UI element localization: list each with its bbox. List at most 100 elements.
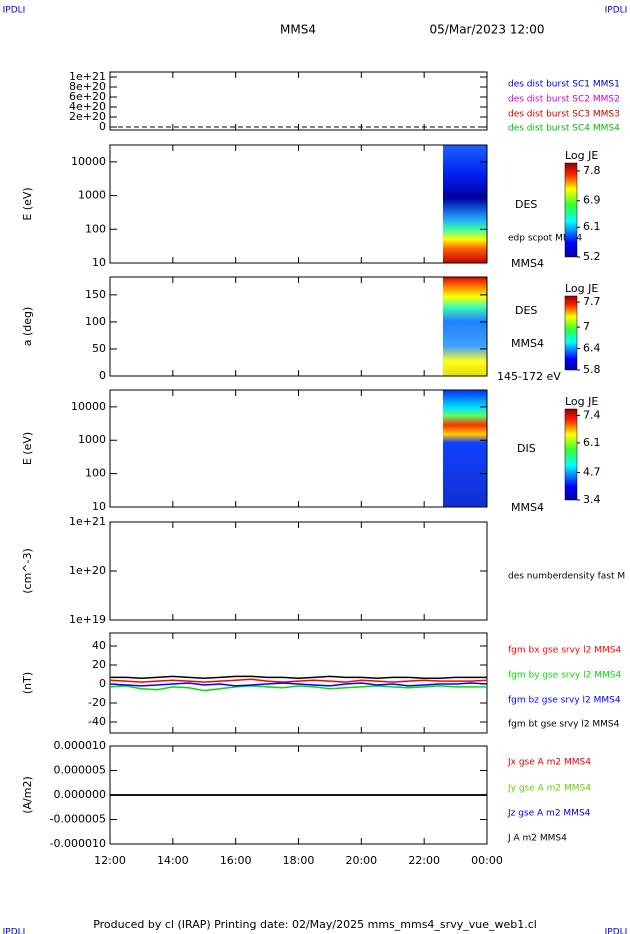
x-tick-label: 20:00 xyxy=(345,854,377,867)
y-axis-label: E (eV) xyxy=(21,432,34,465)
legend-entry: des dist burst SC1 MMS1 xyxy=(508,80,620,90)
y-tick-label: 0 xyxy=(99,369,106,382)
y-tick-label: 10000 xyxy=(71,400,106,413)
y-tick-label: 1000 xyxy=(78,433,106,446)
legend-entry: fgm bx gse srvy l2 MMS4 xyxy=(508,646,621,656)
corner-mark: IPDLI xyxy=(3,6,26,16)
y-tick-label: -20 xyxy=(88,696,106,709)
y-tick-label: 20 xyxy=(92,658,106,671)
legend-entry: des dist burst SC3 MMS3 xyxy=(508,110,620,120)
data-line xyxy=(110,675,487,680)
legend-entry: des dist burst SC4 MMS4 xyxy=(508,124,620,134)
y-tick-label: 1e+20 xyxy=(69,564,106,577)
y-tick-label: 1e+21 xyxy=(69,70,106,83)
annotation: MMS4 xyxy=(511,257,544,270)
annotation: DES xyxy=(515,304,537,317)
colorbar-title: Log JE xyxy=(565,149,598,162)
legend-entry: fgm bt gse srvy l2 MMS4 xyxy=(508,720,620,730)
y-axis-label: (cm^-3) xyxy=(21,548,34,594)
legend-entry: Jy gse A m2 MMS4 xyxy=(507,784,591,794)
y-tick-label: 150 xyxy=(85,288,106,301)
data-line xyxy=(109,682,488,687)
y-tick-label: -0.000010 xyxy=(50,837,106,850)
colorbar-tick-label: 7.8 xyxy=(583,164,601,177)
data-line xyxy=(109,685,487,692)
footer: Produced by cl (IRAP) Printing date: 02/… xyxy=(93,918,537,931)
colorbar-tick-label: 7.4 xyxy=(583,408,601,421)
annotation: DES xyxy=(515,198,537,211)
spectrogram xyxy=(443,277,487,376)
y-tick-label: 6e+20 xyxy=(69,90,106,103)
legend-entry: Jx gse A m2 MMS4 xyxy=(507,758,591,768)
corner-mark: IPDLI xyxy=(605,6,628,16)
colorbar-tick-label: 5.2 xyxy=(583,250,601,263)
y-tick-label: 10 xyxy=(92,256,106,269)
colorbar-tick-label: 6.1 xyxy=(583,220,601,233)
y-tick-label: -0.000005 xyxy=(50,813,106,826)
colorbar-tick-label: 6.1 xyxy=(583,436,601,449)
y-tick-label: 0.000000 xyxy=(54,788,107,801)
y-tick-label: 0 xyxy=(99,677,106,690)
corner-mark: IPDLI xyxy=(3,928,26,934)
annotation: DIS xyxy=(517,442,536,455)
y-tick-label: 0 xyxy=(99,120,106,133)
y-axis-label: (A/m2) xyxy=(21,776,34,814)
y-tick-label: 100 xyxy=(85,222,106,235)
annotation: 145-172 eV xyxy=(497,370,561,383)
legend-entry: des dist burst SC2 MMS2 xyxy=(508,95,620,105)
annotation: MMS4 xyxy=(511,337,544,350)
y-axis-label: E (eV) xyxy=(21,187,34,220)
panel-frame xyxy=(109,144,488,264)
annotation: MMS4 xyxy=(511,501,544,514)
panel-frame xyxy=(109,389,488,508)
colorbar-tick-label: 6.9 xyxy=(583,194,601,207)
y-axis-label: a (deg) xyxy=(21,307,34,347)
corner-mark: IPDLI xyxy=(605,928,628,934)
colorbar-tick-label: 7.7 xyxy=(583,295,601,308)
colorbar-tick-label: 4.7 xyxy=(583,465,601,478)
x-tick-label: 18:00 xyxy=(283,854,315,867)
colorbar-tick-label: 7 xyxy=(583,320,590,333)
y-tick-label: 50 xyxy=(92,342,106,355)
date-title: 05/Mar/2023 12:00 xyxy=(430,23,545,37)
y-tick-label: -40 xyxy=(88,715,106,728)
panel-frame xyxy=(109,632,488,734)
y-tick-label: 2e+20 xyxy=(69,110,106,123)
y-tick-label: 1e+21 xyxy=(69,515,106,528)
panel-frame xyxy=(109,276,488,377)
y-tick-label: 8e+20 xyxy=(69,80,106,93)
colorbar xyxy=(564,408,578,501)
x-tick-label: 14:00 xyxy=(157,854,189,867)
y-tick-label: 10000 xyxy=(71,155,106,168)
legend-entry: J A m2 MMS4 xyxy=(507,834,567,844)
x-tick-label: 22:00 xyxy=(408,854,440,867)
legend-entry: des numberdensity fast M xyxy=(508,572,625,582)
legend-entry: Jz gse A m2 MMS4 xyxy=(507,809,591,819)
colorbar xyxy=(564,295,578,371)
y-tick-label: 10 xyxy=(92,500,106,513)
legend-entry: fgm by gse srvy l2 MMS4 xyxy=(508,671,621,681)
colorbar-title: Log JE xyxy=(565,395,598,408)
y-tick-label: 100 xyxy=(85,467,106,480)
y-tick-label: 1e+19 xyxy=(69,613,106,626)
y-tick-label: 0.000005 xyxy=(54,764,107,777)
panel-frame xyxy=(109,521,488,621)
y-tick-label: 100 xyxy=(85,315,106,328)
y-tick-label: 0.000010 xyxy=(54,739,107,752)
data-line xyxy=(109,678,488,683)
y-tick-label: 4e+20 xyxy=(69,100,106,113)
legend-entry: fgm bz gse srvy l2 MMS4 xyxy=(508,696,621,706)
annotation: edp scpot MMS4 xyxy=(508,234,582,244)
colorbar-tick-label: 6.4 xyxy=(583,342,601,355)
spectrogram xyxy=(443,145,487,263)
spectrogram xyxy=(443,390,487,507)
y-tick-label: 1000 xyxy=(78,189,106,202)
colorbar xyxy=(564,162,578,258)
mission-title: MMS4 xyxy=(280,23,316,37)
x-tick-label: 16:00 xyxy=(220,854,252,867)
x-tick-label: 12:00 xyxy=(94,854,126,867)
colorbar-tick-label: 5.8 xyxy=(583,363,601,376)
y-axis-label: (nT) xyxy=(21,672,34,694)
colorbar-title: Log JE xyxy=(565,282,598,295)
